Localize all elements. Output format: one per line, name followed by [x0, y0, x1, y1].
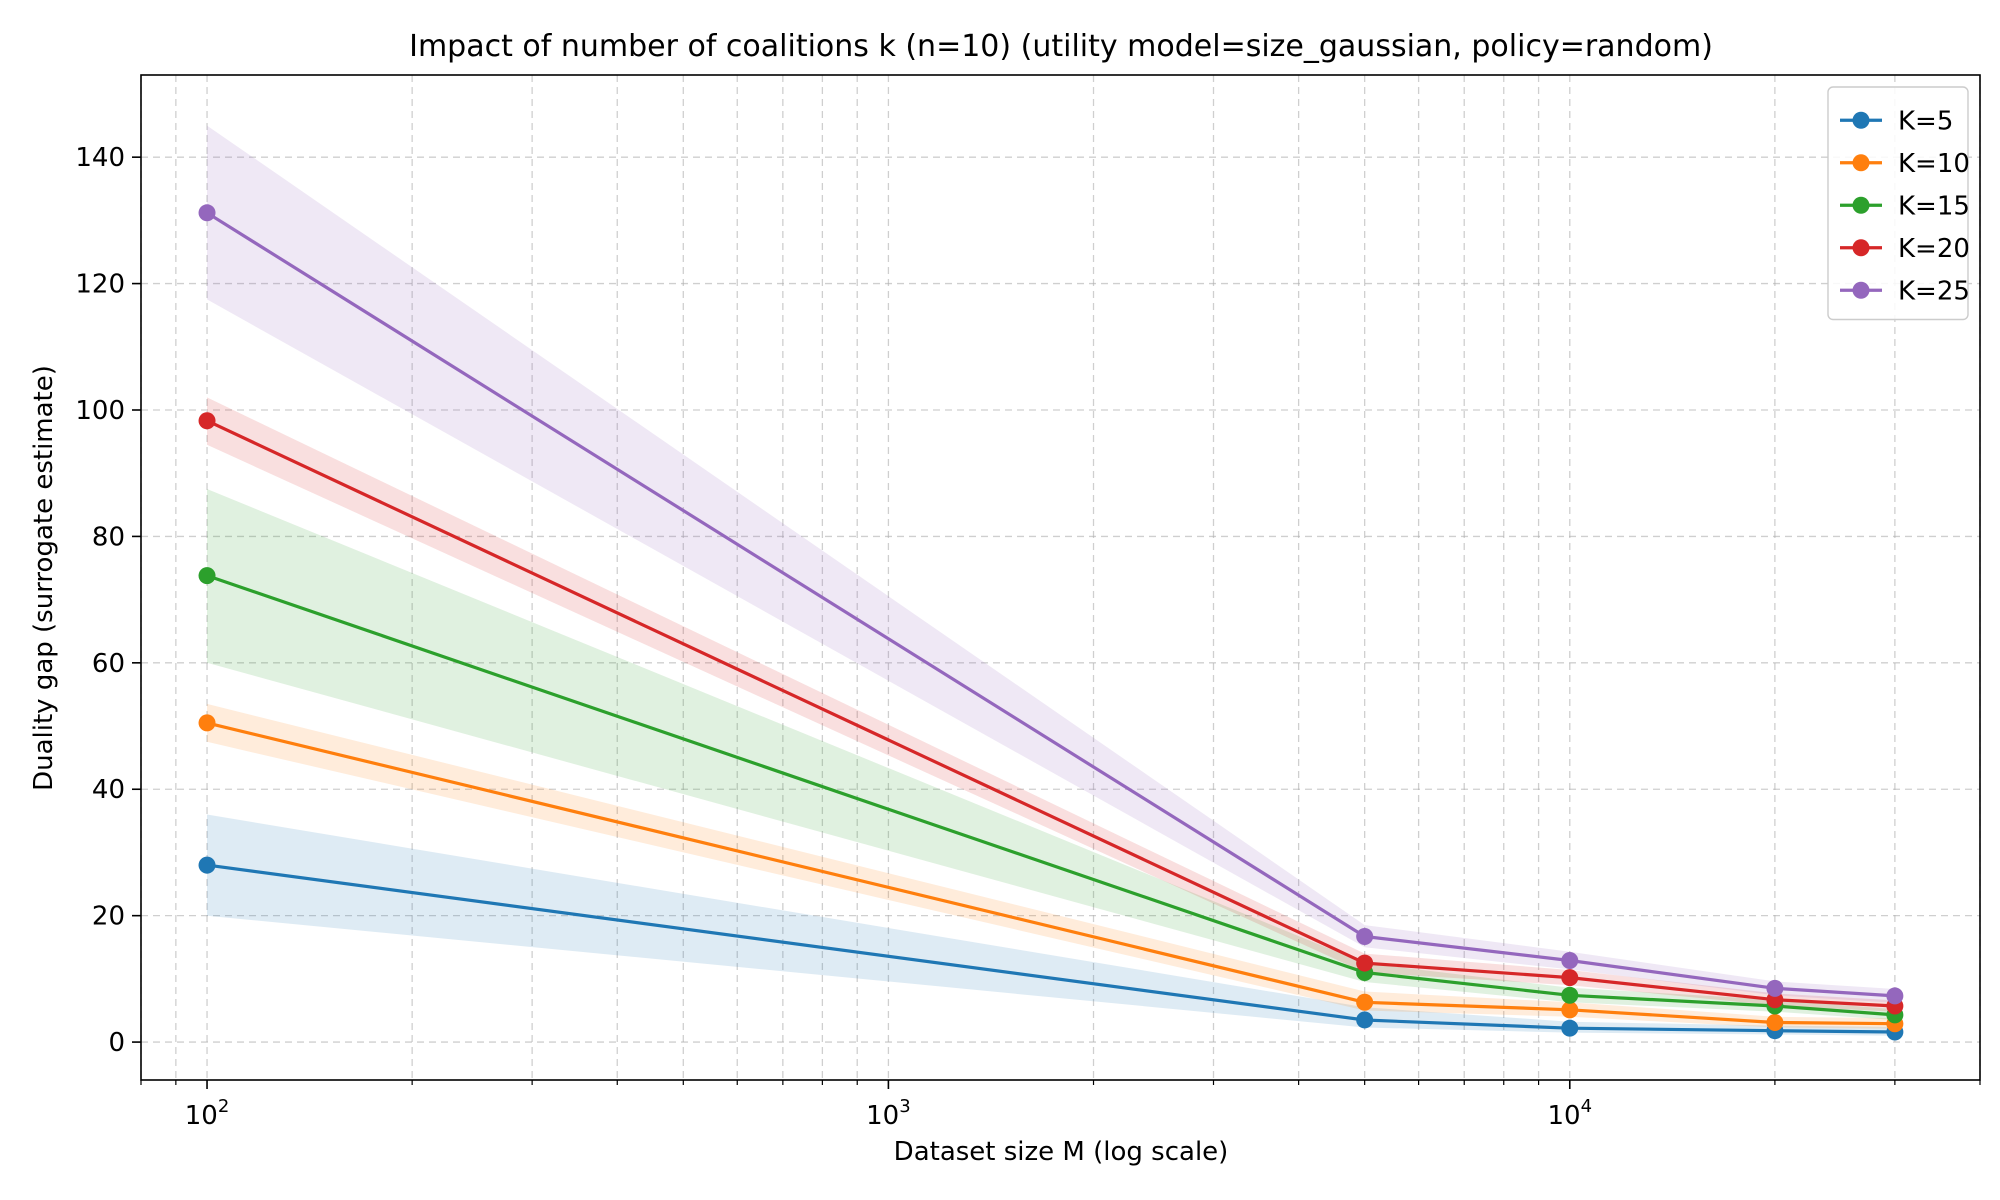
legend-swatch-marker-k-25	[1852, 281, 1870, 299]
point-k-20	[198, 412, 216, 430]
point-k-10	[1766, 1013, 1784, 1031]
point-k-25	[198, 204, 216, 222]
x-tick-label: 102	[185, 1096, 230, 1131]
point-k-5	[1561, 1019, 1579, 1037]
chart-title: Impact of number of coalitions k (n=10) …	[409, 29, 1713, 64]
point-k-25	[1561, 952, 1579, 970]
grid	[140, 75, 1981, 1080]
legend-label-k-10: K=10	[1898, 149, 1970, 179]
y-tick-label: 80	[92, 522, 125, 552]
y-tick-label: 140	[75, 143, 125, 173]
legend-swatch-marker-k-5	[1852, 111, 1870, 129]
legend-swatch-marker-k-15	[1852, 196, 1870, 214]
point-k-10	[1356, 993, 1374, 1011]
legend: K=5 K=10 K=15 K=20 K=25	[1827, 86, 1970, 321]
point-k-25	[1766, 979, 1784, 997]
point-k-20	[1356, 954, 1374, 972]
y-tick-label: 120	[75, 270, 125, 300]
y-tick-label: 40	[92, 775, 125, 805]
axis-ticks: 102 103 104 0 20 40 60 80 100 120 140	[75, 143, 1981, 1131]
legend-swatch-marker-k-10	[1852, 154, 1870, 172]
point-k-10	[198, 714, 216, 732]
y-tick-label: 60	[92, 649, 125, 679]
point-k-5	[198, 856, 216, 874]
legend-box	[1827, 86, 1969, 321]
point-k-25	[1356, 928, 1374, 946]
confidence-bands	[207, 125, 1895, 1036]
series-lines	[198, 204, 1904, 1041]
y-axis-label: Duality gap (surrogate estimate)	[29, 365, 59, 791]
legend-label-k-5: K=5	[1898, 106, 1953, 136]
legend-label-k-25: K=25	[1898, 276, 1970, 306]
x-tick-label: 104	[1548, 1096, 1593, 1131]
point-k-15	[198, 567, 216, 585]
point-k-20	[1561, 969, 1579, 987]
legend-swatch-marker-k-20	[1852, 239, 1870, 257]
y-tick-label: 0	[108, 1028, 125, 1058]
plot-frame	[140, 74, 1981, 1081]
legend-label-k-15: K=15	[1898, 191, 1970, 221]
x-axis-label: Dataset size M (log scale)	[894, 1137, 1229, 1167]
legend-label-k-20: K=20	[1898, 234, 1970, 264]
y-tick-label: 20	[92, 902, 125, 932]
band-k-5	[207, 814, 1895, 1036]
band-k-15	[207, 489, 1895, 1020]
y-tick-label: 100	[75, 396, 125, 426]
point-k-5	[1356, 1011, 1374, 1029]
point-k-10	[1561, 1001, 1579, 1019]
x-tick-label: 103	[866, 1096, 911, 1131]
point-k-25	[1886, 987, 1904, 1005]
point-k-15	[1561, 986, 1579, 1004]
